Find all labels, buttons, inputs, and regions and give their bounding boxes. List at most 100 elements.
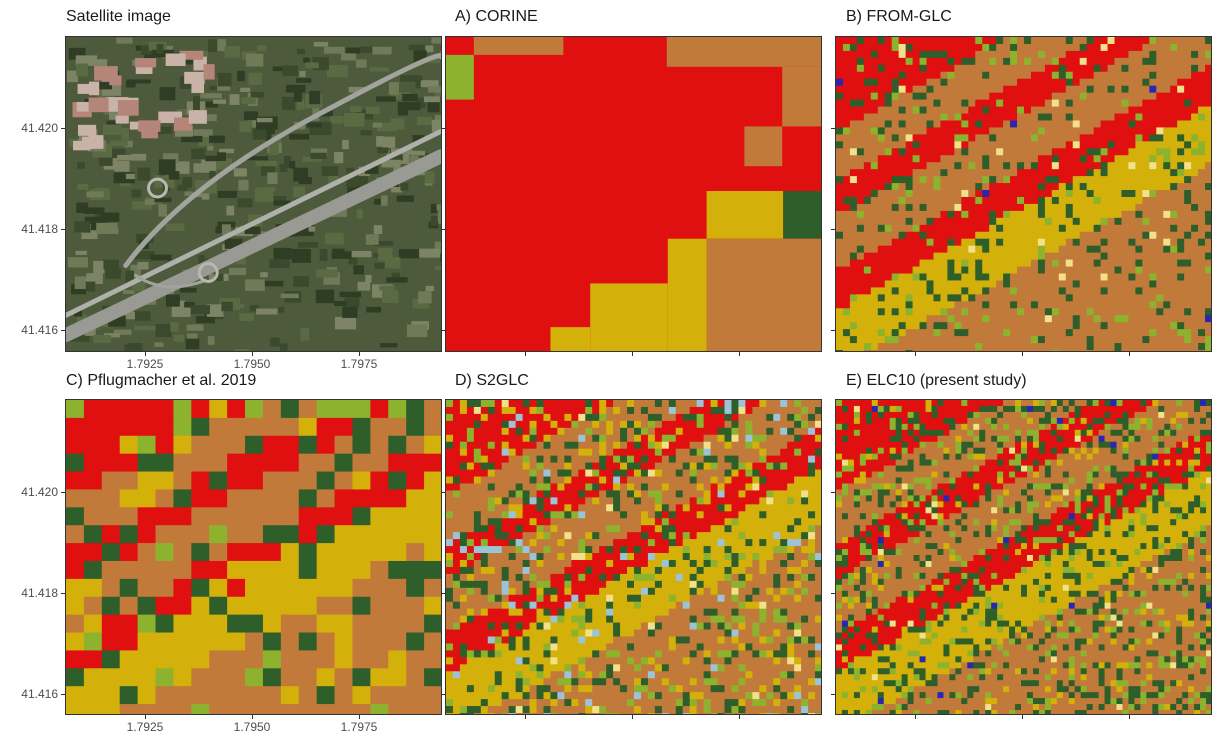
landcover-cell <box>1170 294 1178 302</box>
landcover-cell <box>794 511 802 519</box>
landcover-cell <box>954 71 962 80</box>
vegetation-patch <box>342 139 349 150</box>
landcover-cell <box>919 37 928 45</box>
landcover-cell <box>620 400 628 408</box>
landcover-cell <box>1030 99 1039 108</box>
landcover-cell <box>891 127 900 135</box>
landcover-cell <box>1184 169 1192 177</box>
landcover-cell <box>863 134 872 142</box>
vegetation-patch <box>319 248 328 261</box>
landcover-cell <box>487 608 496 617</box>
landcover-cell <box>884 210 893 219</box>
landcover-cell <box>752 462 760 471</box>
landcover-cell <box>675 559 684 568</box>
landcover-cell <box>245 560 264 580</box>
landcover-cell <box>947 141 955 149</box>
landcover-cell <box>961 203 969 212</box>
landcover-cell <box>585 434 593 443</box>
landcover-cell <box>731 511 739 519</box>
landcover-cell <box>466 539 475 547</box>
landcover-cell <box>1072 106 1081 115</box>
landcover-cell <box>863 315 872 323</box>
landcover-cell <box>452 525 461 533</box>
landcover-cell <box>459 441 468 450</box>
landcover-cell <box>808 601 816 610</box>
landcover-cell <box>406 668 425 687</box>
landcover-cell <box>1142 294 1150 302</box>
landcover-cell <box>1030 176 1039 184</box>
landcover-cell <box>466 608 475 617</box>
landcover-cell <box>550 580 558 589</box>
landcover-cell <box>1114 183 1122 191</box>
vegetation-patch <box>299 71 306 77</box>
landcover-cell <box>1156 294 1164 302</box>
landcover-cell <box>557 483 565 491</box>
landcover-cell <box>1058 238 1067 247</box>
landcover-cell <box>884 238 893 247</box>
landcover-cell <box>1149 238 1157 247</box>
landcover-cell <box>1198 287 1206 295</box>
landcover-cell <box>1072 266 1081 274</box>
landcover-cell <box>452 573 461 582</box>
landcover-cell <box>459 455 468 464</box>
landcover-cell <box>1135 64 1143 73</box>
landcover-cell <box>557 580 565 589</box>
landcover-cell <box>501 587 510 596</box>
landcover-cell <box>155 507 174 526</box>
landcover-cell <box>388 578 407 598</box>
landcover-cell <box>870 350 879 351</box>
landcover-cell <box>1198 343 1206 351</box>
landcover-cell <box>564 525 572 533</box>
landcover-cell <box>808 566 816 575</box>
landcover-cell <box>842 259 851 268</box>
landcover-cell <box>1149 43 1157 52</box>
landcover-cell <box>66 596 85 616</box>
landcover-cell <box>1177 336 1185 344</box>
landcover-cell <box>592 441 600 450</box>
landcover-cell <box>1100 259 1109 268</box>
landcover-cell <box>522 483 531 491</box>
landcover-cell <box>494 434 503 443</box>
landcover-cell <box>316 507 336 526</box>
landcover-cell <box>1142 127 1150 135</box>
landcover-cell <box>424 417 441 437</box>
landcover-cell <box>780 566 788 575</box>
landcover-cell <box>863 245 872 254</box>
landcover-cell <box>578 420 586 429</box>
landcover-cell <box>1163 301 1171 309</box>
landcover-cell <box>870 238 879 247</box>
vegetation-patch <box>256 308 278 315</box>
landcover-cell <box>905 217 914 226</box>
landcover-cell <box>592 587 600 596</box>
landcover-cell <box>1093 280 1102 288</box>
landcover-cell <box>926 245 934 254</box>
landcover-cell <box>1128 210 1136 219</box>
landcover-cell <box>452 539 461 547</box>
landcover-cell <box>592 594 600 603</box>
vegetation-patch <box>360 130 373 136</box>
landcover-cell <box>1177 71 1185 80</box>
landcover-cell <box>884 287 893 295</box>
landcover-cell <box>1010 162 1018 170</box>
landcover-cell <box>1058 308 1067 316</box>
landcover-cell <box>494 483 503 491</box>
landcover-cell <box>501 573 510 582</box>
landcover-cell <box>647 497 656 505</box>
landcover-cell <box>487 525 496 533</box>
landcover-cell <box>473 587 482 596</box>
landcover-cell <box>919 148 928 156</box>
landcover-cell <box>494 559 503 568</box>
landcover-cell <box>773 483 781 491</box>
landcover-cell <box>1093 57 1102 66</box>
landcover-cell <box>801 448 809 457</box>
landcover-cell <box>227 489 246 508</box>
landcover-cell <box>870 287 879 295</box>
landcover-cell <box>1128 294 1136 302</box>
landcover-cell <box>494 420 503 429</box>
landcover-cell <box>1170 50 1178 59</box>
landcover-cell <box>494 539 503 547</box>
landcover-cell <box>209 614 228 634</box>
landcover-cell <box>773 601 781 610</box>
landcover-cell <box>1114 148 1122 156</box>
landcover-cell <box>1107 336 1116 344</box>
